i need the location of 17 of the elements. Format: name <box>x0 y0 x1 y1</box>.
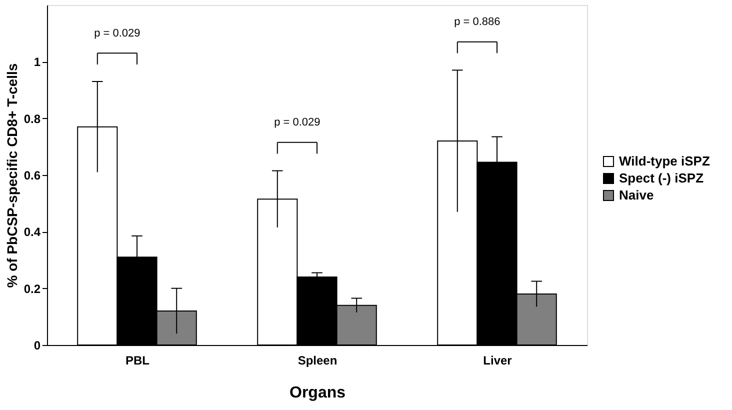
y-tick-label: 0.6 <box>24 168 41 182</box>
x-axis-title: Organs <box>289 384 346 402</box>
x-tick-label: Liver <box>483 354 512 368</box>
annotation: p = 0.886 <box>454 16 500 28</box>
y-tick-label: 1 <box>34 55 41 70</box>
legend-label: Wild-type iSPZ <box>619 154 710 168</box>
x-tick-label: Spleen <box>298 354 338 368</box>
y-tick-label: 0 <box>34 338 41 352</box>
legend-label: Spect (-) iSPZ <box>619 170 704 186</box>
annotation: p = 0.029 <box>94 27 140 40</box>
y-tick-label: 0.2 <box>24 282 41 296</box>
y-axis-title: % of PbCSP-specific CD8+ T-cells <box>4 63 20 288</box>
legend-label: Naive <box>619 188 654 202</box>
x-tick-label: PBL <box>126 354 150 368</box>
y-tick-label: 0.4 <box>24 225 41 240</box>
annotation: p = 0.029 <box>274 116 320 129</box>
y-tick-label: 0.8 <box>24 112 41 126</box>
